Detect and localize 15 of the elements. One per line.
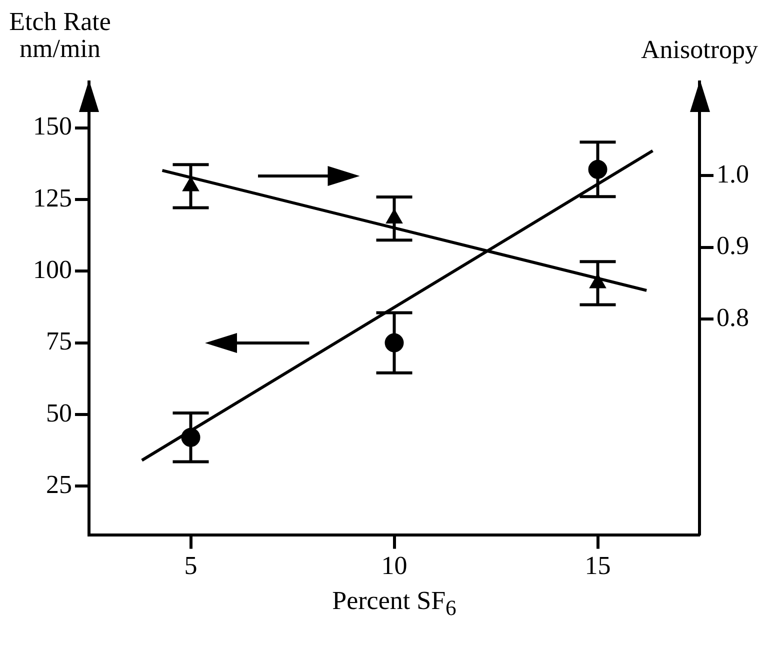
y2-tick-label: 1.0 <box>716 159 749 188</box>
x-tick-label: 15 <box>584 551 611 580</box>
x-axis-title: Percent SF$_{6}$ <box>331 586 458 620</box>
y2-tick-label: 0.8 <box>716 303 749 332</box>
y-tick-label: 150 <box>33 112 72 141</box>
y-tick-label: 75 <box>46 326 72 356</box>
x-tick-label: 10 <box>381 551 408 580</box>
y-tick-label: 50 <box>46 398 72 428</box>
y-tick-label: 125 <box>33 183 72 212</box>
x-tick-label: 5 <box>184 551 198 580</box>
y-axis-title: Etch Rate nm/min <box>8 7 112 64</box>
y2-tick-label: 0.9 <box>716 231 749 260</box>
y-tick-label: 25 <box>46 470 72 499</box>
y-tick-label: 100 <box>33 254 72 284</box>
y2-axis-title: Anisotropy <box>640 35 759 64</box>
